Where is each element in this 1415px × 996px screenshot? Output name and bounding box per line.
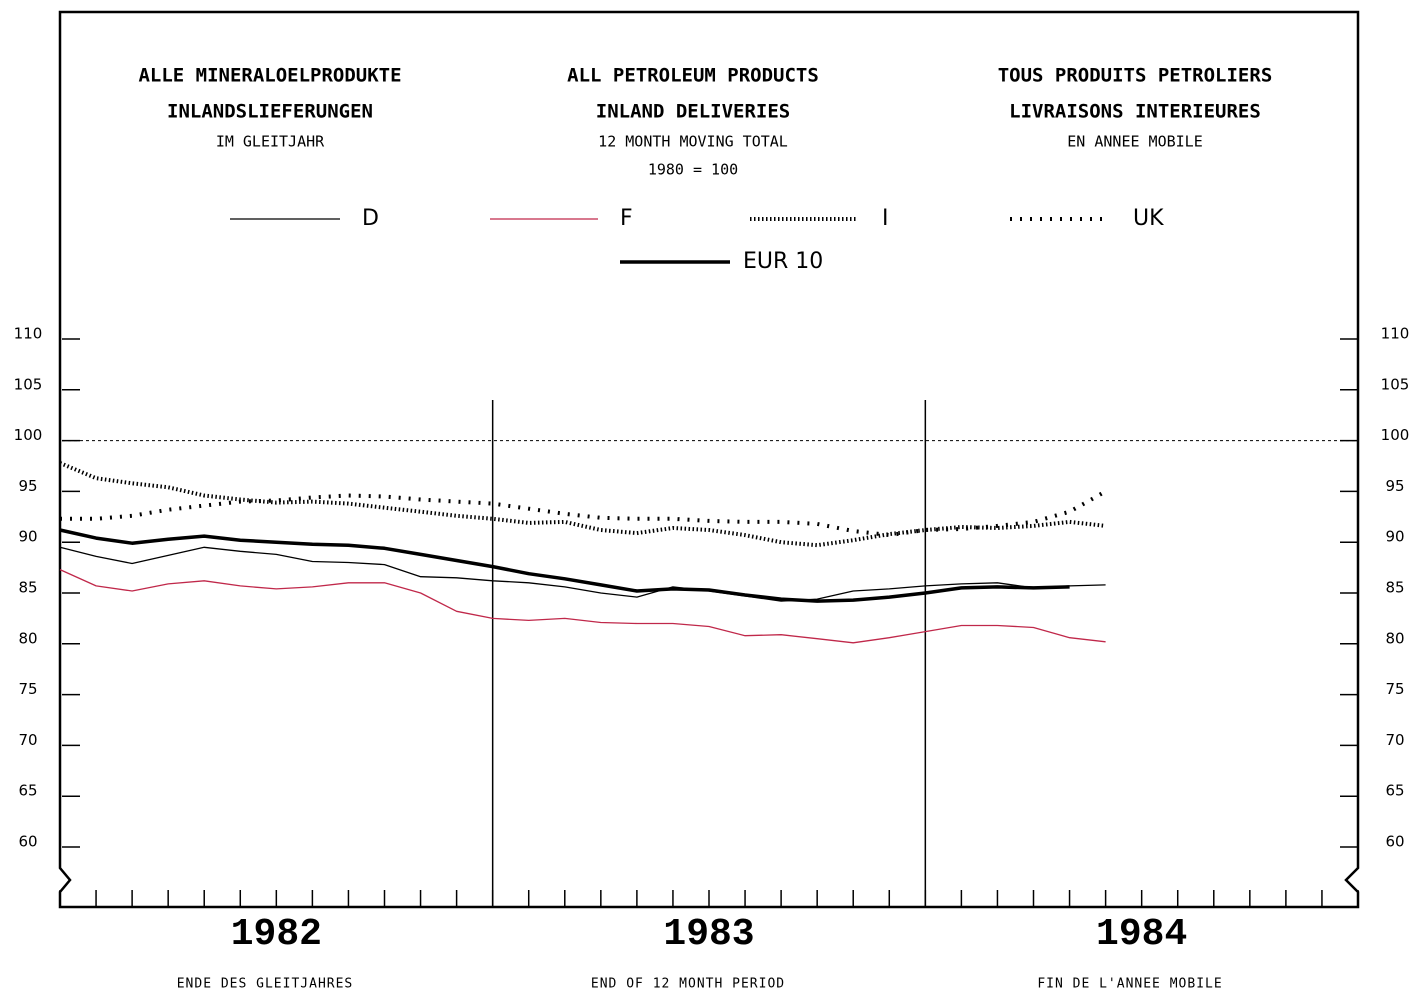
y-tick-label: 85 bbox=[1385, 579, 1404, 597]
x-axis-label: ENDE DES GLEITJAHRES bbox=[177, 977, 354, 992]
legend-label: EUR 10 bbox=[743, 249, 823, 274]
legend-label: UK bbox=[1133, 206, 1164, 231]
y-tick-label: 95 bbox=[18, 477, 37, 495]
title-line: INLAND DELIVERIES bbox=[596, 101, 790, 123]
title-line: 12 MONTH MOVING TOTAL bbox=[598, 133, 788, 151]
series-line bbox=[59, 569, 1106, 644]
series-line bbox=[59, 528, 1070, 603]
x-axis-label: FIN DE L'ANNEE MOBILE bbox=[1037, 977, 1222, 992]
series-line bbox=[60, 489, 1107, 538]
y-tick-label: 100 bbox=[14, 426, 43, 444]
y-tick-label: 60 bbox=[18, 833, 37, 851]
y-tick-label: 65 bbox=[1385, 782, 1404, 800]
title-line: EN ANNEE MOBILE bbox=[1067, 133, 1202, 151]
y-tick-label: 105 bbox=[14, 375, 43, 393]
y-tick-label: 110 bbox=[1381, 325, 1410, 343]
y-tick-label: 80 bbox=[18, 629, 37, 647]
y-tick-label: 70 bbox=[18, 731, 37, 749]
title-line: ALL PETROLEUM PRODUCTS bbox=[567, 65, 819, 87]
title-line: LIVRAISONS INTERIEURES bbox=[1009, 101, 1261, 123]
x-tick-label: 1984 bbox=[1096, 913, 1187, 956]
legend-label: F bbox=[620, 206, 633, 231]
y-tick-label: 65 bbox=[18, 782, 37, 800]
title-line: ALLE MINERALOELPRODUKTE bbox=[138, 65, 401, 87]
title-line: INLANDSLIEFERUNGEN bbox=[167, 101, 373, 123]
y-tick-label: 70 bbox=[1385, 731, 1404, 749]
y-tick-label: 110 bbox=[14, 325, 43, 343]
series-line bbox=[59, 461, 1106, 548]
legend-label: I bbox=[882, 206, 889, 231]
y-tick-label: 75 bbox=[1385, 680, 1404, 698]
y-tick-label: 85 bbox=[18, 579, 37, 597]
legend-label: D bbox=[362, 206, 379, 231]
y-tick-label: 90 bbox=[1385, 528, 1404, 546]
x-axis-label: END OF 12 MONTH PERIOD bbox=[591, 977, 785, 992]
y-tick-label: 90 bbox=[18, 528, 37, 546]
y-tick-label: 100 bbox=[1381, 426, 1410, 444]
title-line: IM GLEITJAHR bbox=[216, 133, 325, 151]
x-tick-label: 1983 bbox=[663, 913, 754, 956]
title-line: TOUS PRODUITS PETROLIERS bbox=[998, 65, 1273, 87]
x-tick-label: 1982 bbox=[231, 913, 322, 956]
y-tick-label: 105 bbox=[1381, 375, 1410, 393]
y-tick-label: 60 bbox=[1385, 833, 1404, 851]
title-line: 1980 = 100 bbox=[648, 161, 738, 179]
y-tick-label: 75 bbox=[18, 680, 37, 698]
y-tick-label: 95 bbox=[1385, 477, 1404, 495]
series-line bbox=[59, 546, 1106, 602]
y-tick-label: 80 bbox=[1385, 629, 1404, 647]
